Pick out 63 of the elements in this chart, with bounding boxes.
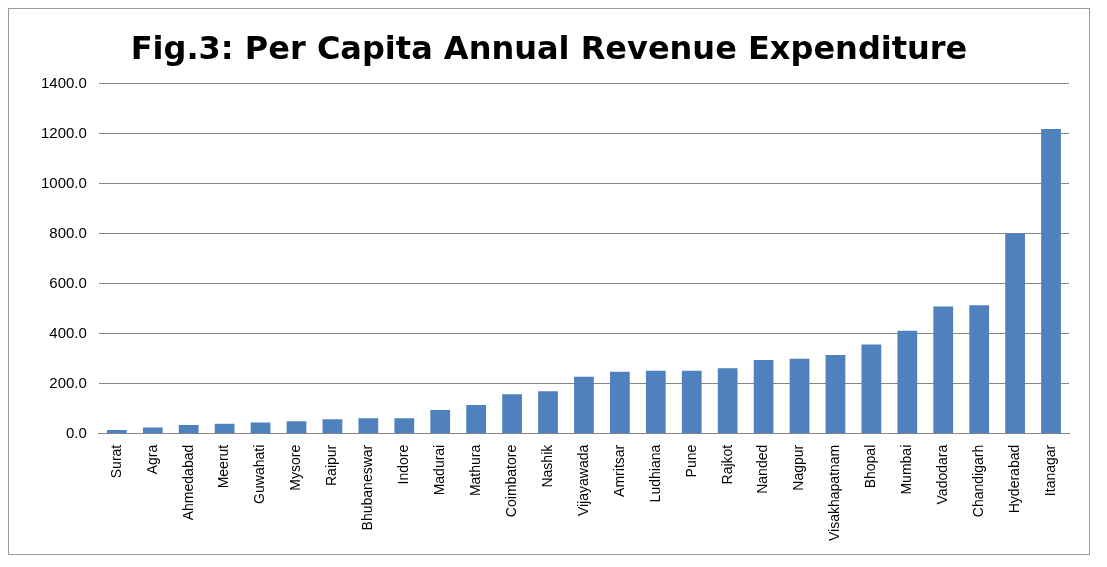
bar bbox=[214, 423, 235, 434]
bar bbox=[538, 391, 558, 434]
y-tick-label: 600.0 bbox=[49, 273, 87, 291]
bar bbox=[1041, 128, 1061, 434]
x-tick-label: Coimbatore bbox=[502, 444, 519, 518]
bar bbox=[789, 358, 810, 434]
x-tick-label: Nashik bbox=[538, 443, 555, 488]
bar bbox=[969, 305, 990, 434]
x-tick-label: Surat bbox=[107, 444, 124, 479]
bar bbox=[394, 418, 415, 434]
x-tick-label: Vijayawada bbox=[574, 444, 591, 517]
bar bbox=[178, 424, 199, 434]
bar bbox=[825, 354, 846, 434]
y-tick-label: 400.0 bbox=[49, 323, 87, 341]
bar bbox=[502, 394, 522, 434]
x-tick-label: Visakhapatnam bbox=[826, 444, 843, 541]
x-tick-label: Pune bbox=[682, 444, 699, 478]
bar bbox=[681, 370, 702, 434]
x-tick-label: Indore bbox=[395, 444, 412, 485]
x-tick-label: Hyderabad bbox=[1005, 444, 1022, 514]
bar bbox=[609, 371, 630, 434]
y-tick-label: 0.0 bbox=[66, 423, 87, 441]
bar bbox=[430, 409, 451, 434]
bar bbox=[717, 368, 738, 434]
bar bbox=[322, 419, 343, 434]
y-tick-label: 800.0 bbox=[49, 223, 87, 241]
bar bbox=[106, 430, 127, 434]
bar bbox=[250, 422, 271, 434]
x-tick-label: Chandigarh bbox=[970, 444, 987, 518]
x-tick-label: Ahmedabad bbox=[179, 444, 196, 521]
x-tick-label: Rajkot bbox=[718, 444, 735, 485]
bar bbox=[753, 359, 774, 434]
bar bbox=[142, 427, 163, 434]
chart-title: Fig.3: Per Capita Annual Revenue Expenditure bbox=[130, 28, 968, 67]
bar bbox=[645, 370, 666, 434]
x-tick-label: Mysore bbox=[287, 444, 304, 491]
x-tick-label: Madurai bbox=[431, 444, 448, 496]
bar bbox=[897, 330, 918, 434]
y-tick-label: 1200.0 bbox=[40, 123, 87, 141]
y-tick-label: 200.0 bbox=[49, 373, 87, 391]
bar bbox=[466, 404, 487, 434]
x-tick-label: Mumbai bbox=[898, 444, 915, 495]
x-tick-label: Itanagar bbox=[1041, 444, 1058, 497]
bar bbox=[861, 344, 882, 434]
bar bbox=[574, 376, 594, 434]
bar bbox=[358, 418, 379, 434]
x-tick-label: Vadodara bbox=[934, 444, 951, 505]
x-tick-label: Raipur bbox=[323, 444, 340, 486]
x-tick-label: Amritsar bbox=[610, 444, 627, 497]
y-tick-label: 1400.0 bbox=[40, 73, 87, 91]
x-tick-label: Mathura bbox=[467, 444, 484, 497]
x-tick-label: Nagpur bbox=[790, 444, 807, 491]
bar bbox=[286, 421, 307, 434]
x-tick-label: Bhubaneswar bbox=[359, 444, 376, 531]
x-tick-label: Guwahati bbox=[251, 444, 268, 504]
x-tick-label: Agra bbox=[143, 444, 160, 475]
x-tick-label: Meerut bbox=[215, 444, 232, 489]
x-tick-label: Ludhiana bbox=[646, 444, 663, 503]
y-tick-label: 1000.0 bbox=[40, 173, 87, 191]
bar bbox=[933, 306, 954, 434]
bar bbox=[1005, 233, 1025, 434]
x-tick-label: Nanded bbox=[754, 444, 771, 494]
x-tick-label: Bhopal bbox=[862, 444, 879, 489]
